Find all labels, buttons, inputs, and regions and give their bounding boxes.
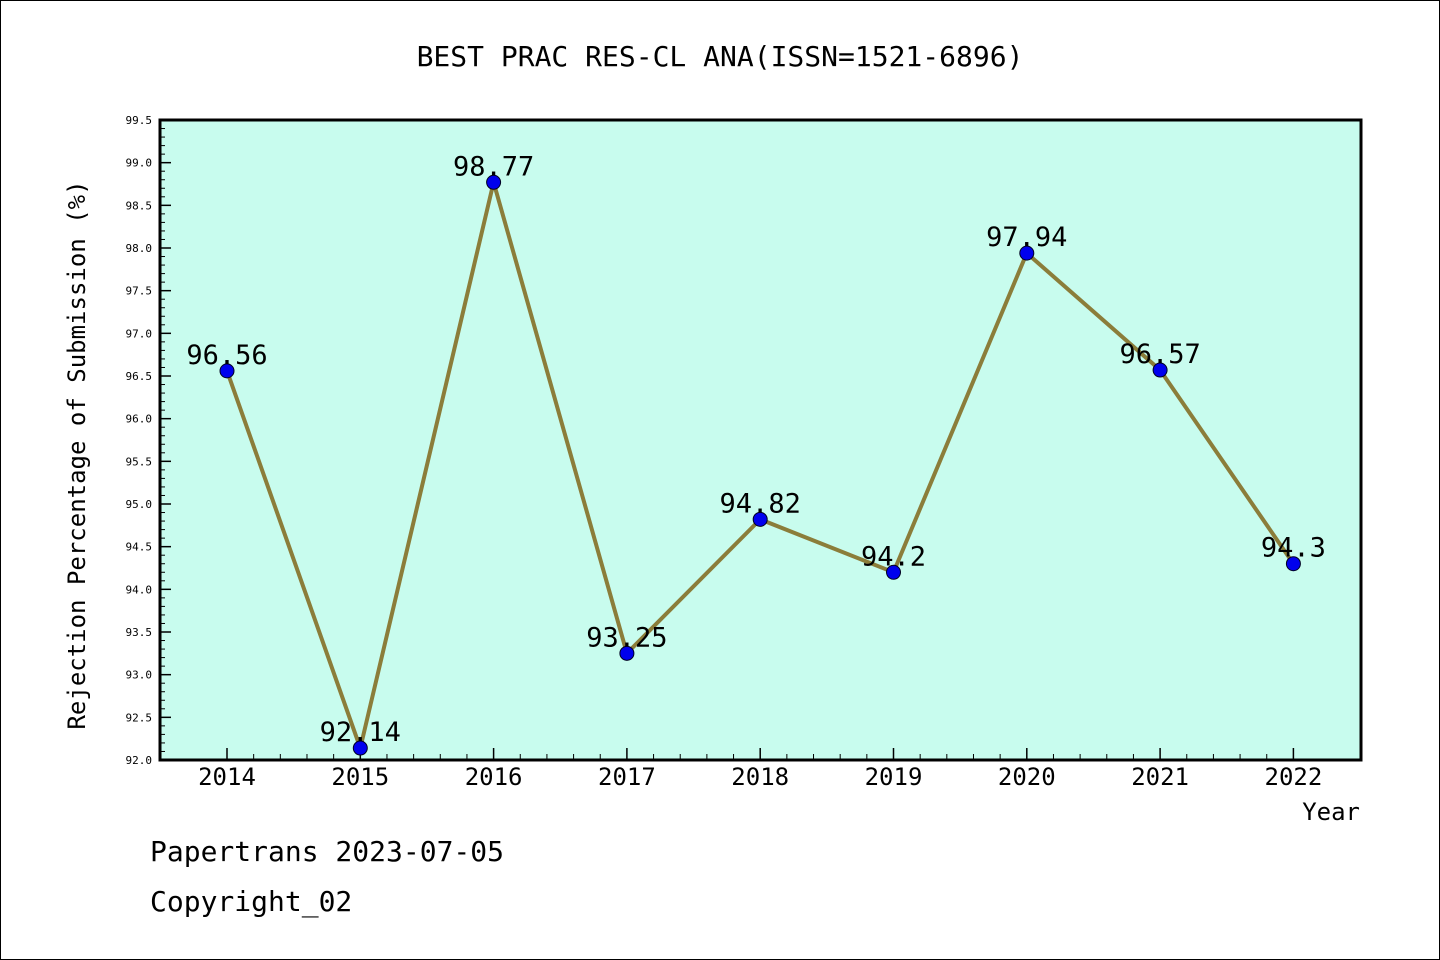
data-label: 94.3 [1261,533,1326,564]
y-tick-label: 94.5 [126,541,153,554]
y-tick-label: 92.5 [126,711,153,724]
data-point [1019,245,1035,261]
data-point [352,740,368,756]
data-labels: 96.56 92.14 98.77 93.25 94.82 94.2 97.94 96.57 9… [186,151,1326,748]
footer-date-stamp: Papertrans 2023-07-05 [150,835,505,868]
data-label: 98.77 [453,151,534,182]
data-label: 96.56 [186,340,267,371]
y-tick-label: 96.0 [126,413,153,426]
chart-title: BEST PRAC RES-CL ANA(ISSN=1521-6896) [417,40,1024,73]
data-point [1285,556,1301,572]
x-axis-label: Year [1302,798,1360,826]
x-tick-label: 2015 [331,763,389,791]
x-tick-label: 2020 [998,763,1056,791]
y-tick-label: 92.0 [126,754,153,767]
y-tick-label: 94.0 [126,583,153,596]
plot-area [158,118,1363,762]
y-axis-label: Rejection Percentage of Submission (%) [63,180,91,729]
data-point [619,645,635,661]
data-label: 96.57 [1119,339,1200,370]
y-tick-label: 97.0 [126,327,153,340]
data-point [219,363,235,379]
y-tick-label: 95.0 [126,498,153,511]
x-tick-label: 2016 [465,763,523,791]
y-tick-label: 99.5 [126,114,153,127]
y-tick-label: 96.5 [126,370,153,383]
y-tick-label: 93.5 [126,626,153,639]
x-tick-label: 2017 [598,763,656,791]
x-tick-label: 2022 [1265,763,1323,791]
data-points [219,174,1301,756]
data-label: 92.14 [320,717,401,748]
y-tick-label: 97.5 [126,285,153,298]
y-tick-label: 98.5 [126,199,153,212]
y-tick-label: 93.0 [126,669,153,682]
data-point [1152,362,1168,378]
x-tick-label: 2018 [731,763,789,791]
footer-copyright: Copyright_02 [150,885,353,918]
y-tick-label: 95.5 [126,455,153,468]
data-label: 93.25 [586,622,667,653]
data-point [486,174,502,190]
x-tick-label: 2014 [198,763,256,791]
data-label: 94.82 [720,488,801,519]
x-tick-label: 2019 [865,763,923,791]
x-tick-label: 2021 [1131,763,1189,791]
y-tick-label: 98.0 [126,242,153,255]
data-point [752,511,768,527]
y-axis: 92.0 92.5 93.0 93.5 94.0 94.5 95.0 95.5 96.0 96.5… [126,114,171,767]
x-axis: 2014 2015 2016 2017 2018 2019 2020 2021 2022 [198,748,1322,791]
y-tick-label: 99.0 [126,157,153,170]
data-point [886,564,901,580]
data-label: 97.94 [986,222,1067,253]
data-label: 94.2 [861,541,926,572]
